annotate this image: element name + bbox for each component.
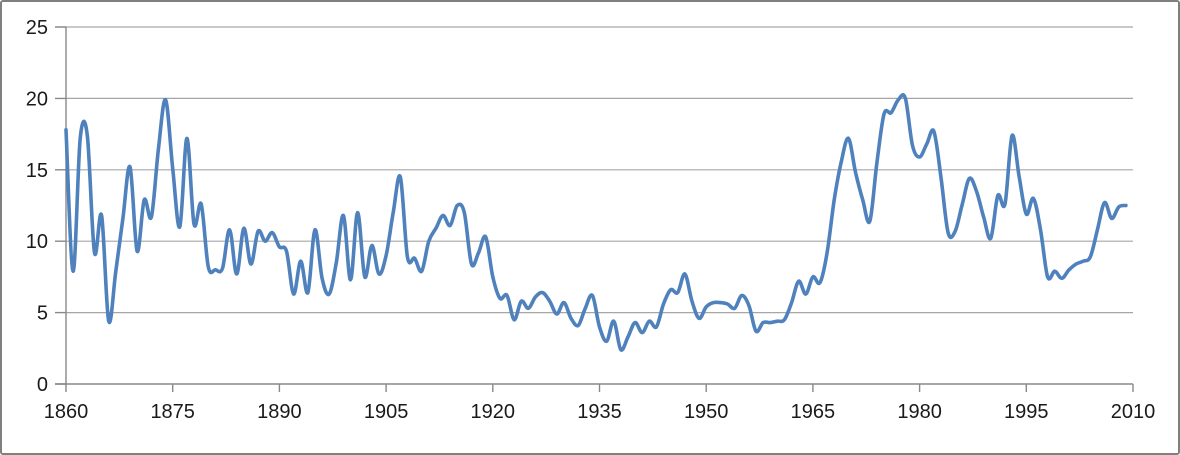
x-tick-label: 2010: [1111, 401, 1156, 423]
x-tick-label: 1905: [364, 401, 409, 423]
data-series-line: [64, 93, 1128, 352]
y-tick-label: 25: [26, 17, 48, 39]
x-tick-label: 1950: [684, 401, 729, 423]
x-tick-label: 1875: [150, 401, 195, 423]
x-tick-label: 1965: [791, 401, 836, 423]
x-tick-label: 1995: [1004, 401, 1049, 423]
y-tick-label: 20: [26, 88, 48, 110]
x-tick-label: 1860: [44, 401, 89, 423]
y-tick-label: 5: [37, 303, 48, 325]
y-tick-label: 10: [26, 231, 48, 253]
x-tick-label: 1980: [897, 401, 942, 423]
x-tick-label: 1890: [257, 401, 302, 423]
y-tick-label: 15: [26, 160, 48, 182]
x-tick-label: 1935: [577, 401, 622, 423]
y-tick-label: 0: [37, 374, 48, 396]
x-tick-label: 1920: [471, 401, 516, 423]
